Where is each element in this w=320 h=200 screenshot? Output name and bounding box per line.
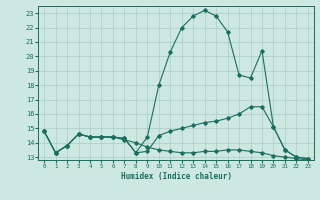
X-axis label: Humidex (Indice chaleur): Humidex (Indice chaleur) xyxy=(121,172,231,181)
